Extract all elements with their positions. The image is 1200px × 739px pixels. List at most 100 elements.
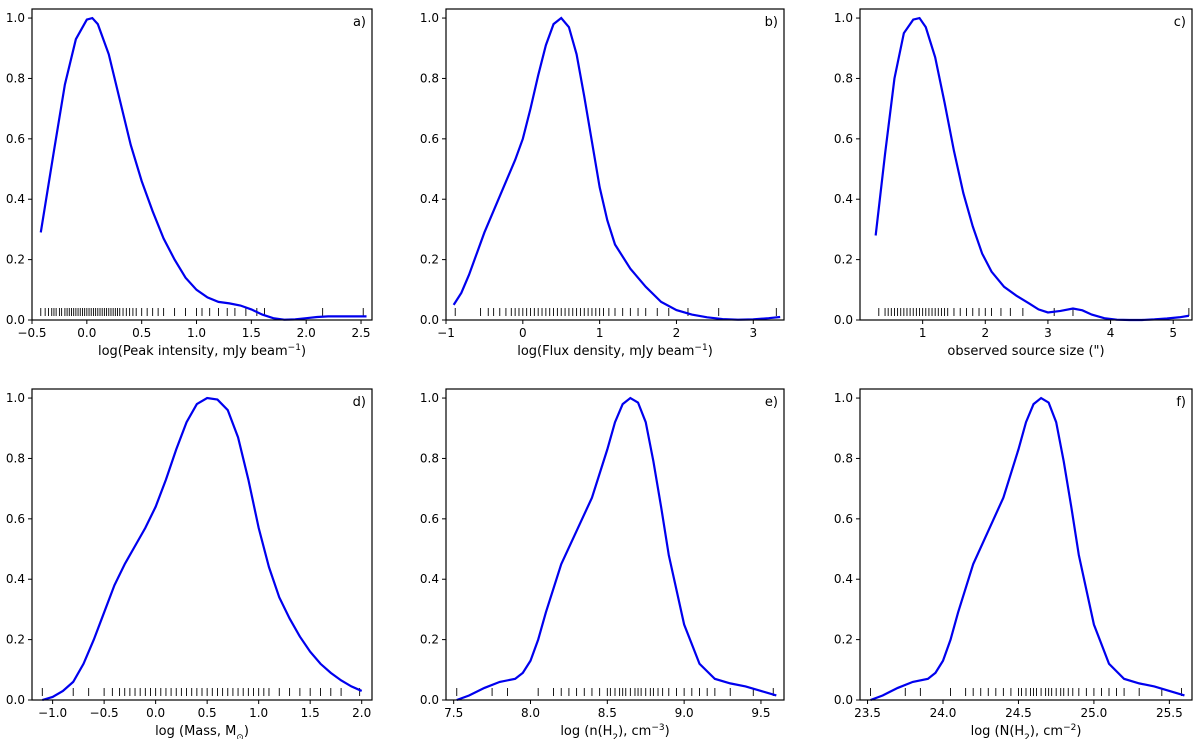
- y-tick-label: 0.6: [834, 512, 853, 526]
- rug-marks: [456, 688, 774, 696]
- x-tick-label: 1: [919, 326, 927, 340]
- x-tick-label: 2.5: [351, 326, 370, 340]
- plot-frame: [31, 8, 373, 321]
- x-axis-label: observed source size ("): [947, 344, 1104, 359]
- rug-marks: [41, 688, 361, 696]
- panel-5: 0.0 0.2 0.4 0.6 0.8 1.0 7.5 8.0 8.5 9.0 9.5 e) log (…: [420, 388, 785, 739]
- y-tick-label: 0.0: [6, 313, 25, 327]
- rug-marks: [40, 308, 364, 316]
- x-tick-label: 25.5: [1156, 706, 1183, 720]
- x-tick-label: 9.0: [675, 706, 694, 720]
- x-tick-label: 0: [519, 326, 527, 340]
- x-axis-label: log (n(H2), cm−3): [560, 723, 669, 739]
- y-tick-label: 0.4: [834, 192, 853, 206]
- x-tick-label: 8.5: [598, 706, 617, 720]
- rug-marks: [878, 308, 1190, 316]
- y-tick-label: 0.0: [420, 693, 439, 707]
- y-tick-label: 0.2: [834, 253, 853, 267]
- y-tick-label: 0.8: [6, 451, 25, 465]
- y-tick-label: 0.8: [834, 71, 853, 85]
- y-tick-label: 1.0: [420, 391, 439, 405]
- panel-label: f): [1176, 395, 1186, 410]
- panel-label: d): [353, 395, 366, 410]
- plot-frame: [445, 388, 785, 701]
- x-tick-label: 0.5: [132, 326, 151, 340]
- panel-3: 0.0 0.2 0.4 0.6 0.8 1.0 1 2 3 4 5 c) observed source…: [834, 8, 1193, 359]
- plot-frame: [859, 8, 1193, 321]
- panel-1: 0.00.20.40.60.81.0−0.5 0.0 0.5 1.0 1.5 2.0 2.5…: [6, 8, 373, 359]
- x-tick-label: 0.5: [198, 706, 217, 720]
- x-tick-label: 1.5: [242, 326, 261, 340]
- y-tick-label: 0.8: [420, 71, 439, 85]
- kde-curve: [870, 396, 1185, 702]
- x-tick-label: 2.0: [352, 706, 371, 720]
- x-tick-label: 4: [1107, 326, 1115, 340]
- y-tick-label: 0.2: [6, 253, 25, 267]
- y-tick-label: 1.0: [6, 391, 25, 405]
- x-tick-label: −0.5: [90, 706, 119, 720]
- x-tick-label: 1.0: [187, 326, 206, 340]
- panel-label: c): [1174, 15, 1186, 30]
- rug-marks: [454, 308, 777, 316]
- x-axis-label: log (N(H2), cm−2): [971, 723, 1082, 739]
- y-tick-label: 0.4: [6, 192, 25, 206]
- x-tick-label: 3: [749, 326, 757, 340]
- x-tick-label: 24.5: [1005, 706, 1032, 720]
- x-tick-label: 3: [1044, 326, 1052, 340]
- x-tick-label: 7.5: [444, 706, 463, 720]
- y-tick-label: 1.0: [6, 11, 25, 25]
- rug-marks: [870, 688, 1182, 696]
- y-tick-label: 0.6: [420, 132, 439, 146]
- x-axis-label: log (Mass, M⊙): [155, 724, 249, 739]
- x-tick-label: 5: [1169, 326, 1177, 340]
- x-tick-label: 0.0: [77, 326, 96, 340]
- y-tick-label: 0.4: [420, 572, 439, 586]
- x-tick-label: 2.0: [297, 326, 316, 340]
- x-tick-label: 0.0: [146, 706, 165, 720]
- panel-6: 0.0 0.2 0.4 0.6 0.8 1.0 23.5 24.0 24.5 25.0 25.5 f)…: [834, 388, 1193, 739]
- panel-4: 0.0 0.2 0.4 0.6 0.8 1.0 −1.0 −0.5 0.0 0.5 1.0 1.5 2.…: [6, 388, 373, 739]
- x-tick-label: −1: [437, 326, 455, 340]
- x-axis-label: log(Peak intensity, mJy beam−1): [98, 343, 306, 359]
- x-tick-label: 1.0: [249, 706, 268, 720]
- panel-label: b): [765, 15, 778, 30]
- x-tick-label: 24.0: [930, 706, 957, 720]
- kde-curve: [456, 396, 777, 702]
- x-tick-label: 25.0: [1081, 706, 1108, 720]
- kde-curve: [874, 16, 1190, 322]
- y-tick-label: 0.6: [420, 512, 439, 526]
- panel-label: a): [353, 15, 366, 30]
- x-tick-label: −1.0: [38, 706, 67, 720]
- y-tick-label: 0.2: [6, 633, 25, 647]
- plot-frame: [31, 388, 373, 701]
- kde-curve: [39, 16, 367, 321]
- x-tick-label: 1: [596, 326, 604, 340]
- x-tick-label: 23.5: [854, 706, 881, 720]
- y-tick-label: 0.6: [834, 132, 853, 146]
- y-tick-label: 0.2: [420, 633, 439, 647]
- y-tick-label: 1.0: [834, 11, 853, 25]
- panel-2: 0.0 0.2 0.4 0.6 0.8 1.0 −1 0 1 2 3 b) log(Flux densi…: [420, 8, 785, 359]
- y-tick-label: 0.6: [6, 512, 25, 526]
- y-tick-label: 0.0: [6, 693, 25, 707]
- y-tick-label: 1.0: [420, 11, 439, 25]
- x-tick-label: 9.5: [751, 706, 770, 720]
- y-tick-label: 0.6: [6, 132, 25, 146]
- y-tick-label: 0.0: [834, 693, 853, 707]
- plot-frame: [445, 8, 785, 321]
- x-tick-label: −0.5: [17, 326, 46, 340]
- x-tick-label: 1.5: [301, 706, 320, 720]
- plot-frame: [859, 388, 1193, 701]
- y-tick-label: 1.0: [834, 391, 853, 405]
- y-tick-label: 0.8: [834, 451, 853, 465]
- y-tick-label: 0.0: [834, 313, 853, 327]
- x-tick-label: 2: [673, 326, 681, 340]
- kde-curve: [452, 16, 781, 321]
- y-tick-label: 0.8: [420, 451, 439, 465]
- y-tick-label: 0.4: [420, 192, 439, 206]
- y-tick-label: 0.0: [420, 313, 439, 327]
- panel-label: e): [765, 395, 778, 410]
- y-tick-label: 0.2: [420, 253, 439, 267]
- kde-curve: [41, 396, 363, 702]
